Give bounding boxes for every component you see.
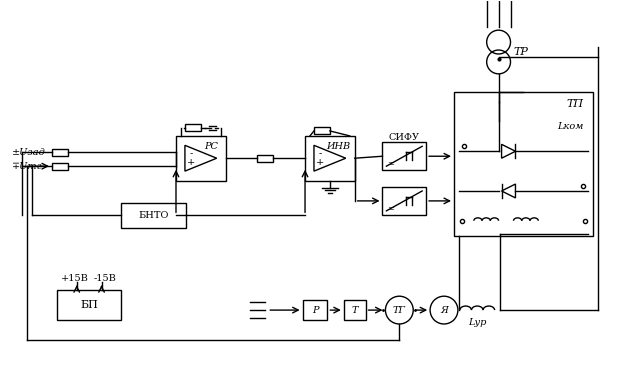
Bar (478, 112, 558, 151)
Bar (344, 300, 366, 320)
Text: Lком: Lком (557, 122, 583, 131)
Text: БНТО: БНТО (139, 211, 169, 220)
Bar (52, 149, 68, 156)
Text: Р: Р (312, 306, 318, 315)
Bar (258, 155, 273, 162)
Text: РС: РС (204, 142, 218, 151)
Text: -15В: -15В (93, 274, 116, 283)
Text: Я: Я (440, 306, 448, 315)
Text: +: + (316, 158, 324, 167)
Text: -: - (318, 149, 321, 158)
Text: =: = (387, 205, 394, 213)
Text: ИНВ: ИНВ (326, 142, 350, 151)
Text: ±Uзад: ±Uзад (12, 148, 46, 157)
Text: Lур: Lур (468, 317, 487, 326)
Text: БП: БП (80, 300, 98, 310)
Bar (314, 127, 330, 134)
Text: -: - (189, 149, 193, 158)
Bar (454, 92, 593, 236)
Text: ТП: ТП (566, 99, 584, 109)
Bar (383, 187, 426, 215)
Bar (305, 136, 355, 180)
Text: ∓Uтг: ∓Uтг (12, 162, 43, 171)
Text: Т: Т (352, 306, 358, 315)
Bar (121, 203, 186, 228)
Text: ТГ: ТГ (393, 306, 406, 315)
Bar (303, 300, 327, 320)
Text: СИФУ: СИФУ (389, 133, 420, 142)
Text: ТР: ТР (513, 47, 528, 57)
Bar (185, 124, 201, 132)
Text: =: = (387, 160, 394, 168)
Bar (52, 163, 68, 170)
Text: +15В: +15В (61, 274, 89, 283)
Bar (57, 290, 121, 320)
Bar (176, 136, 225, 180)
Bar (383, 143, 426, 170)
Text: +: + (187, 158, 195, 167)
